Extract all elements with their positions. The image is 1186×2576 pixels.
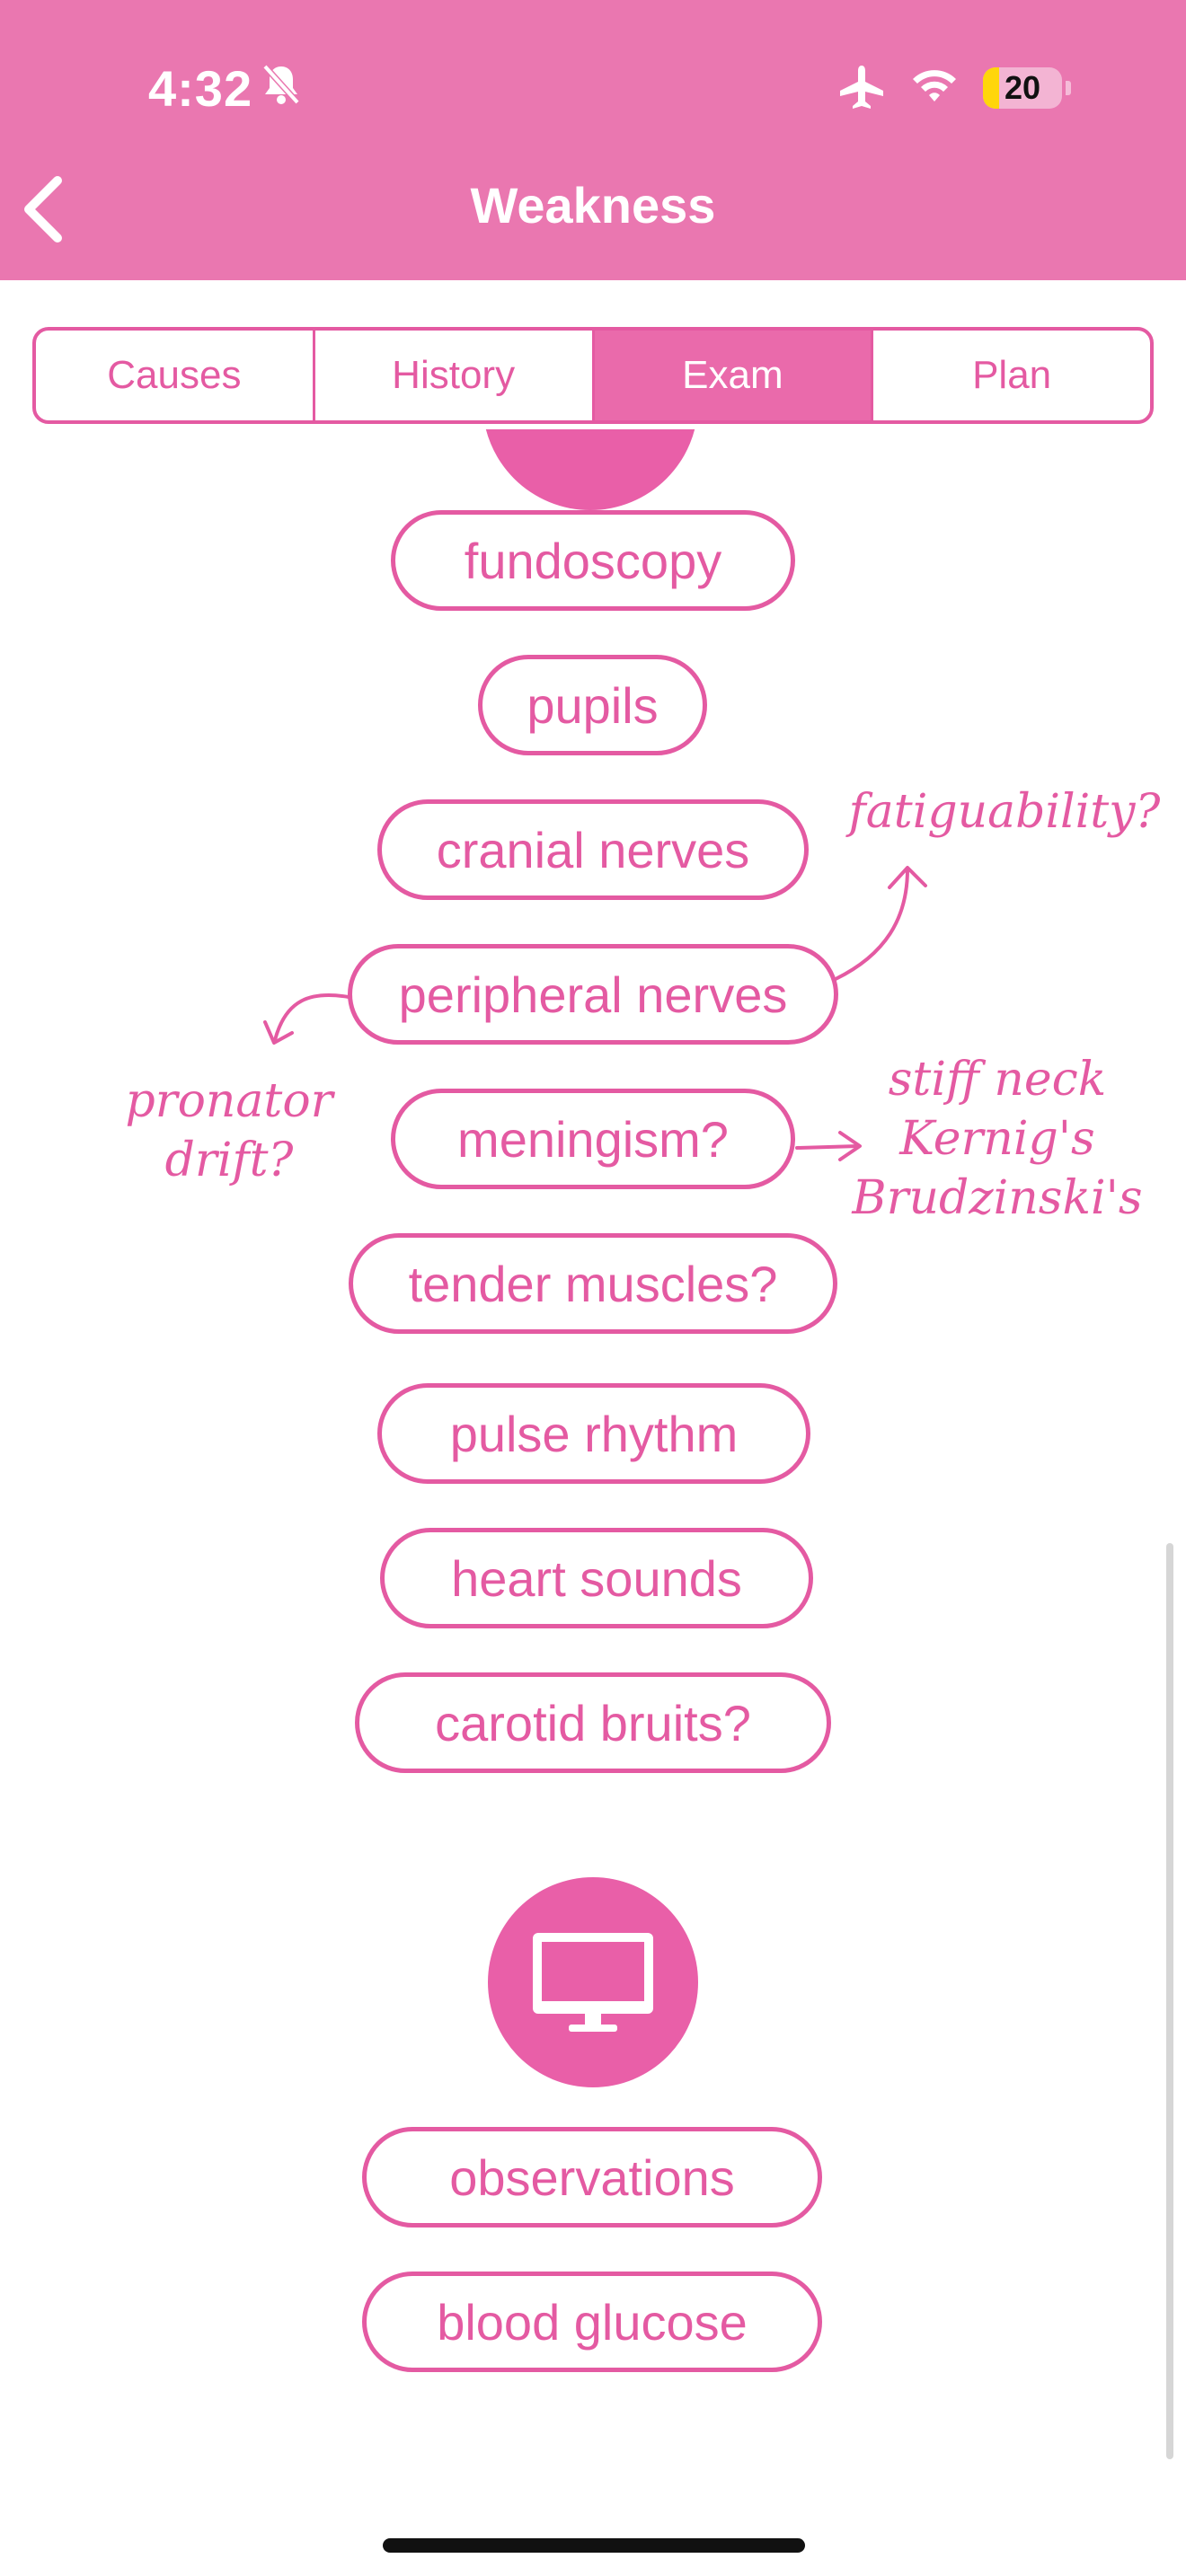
bell-muted-icon bbox=[261, 59, 301, 118]
exam-item-observations[interactable]: observations bbox=[362, 2127, 822, 2228]
exam-item-fundoscopy[interactable]: fundoscopy bbox=[391, 510, 795, 611]
exam-item-blood-glucose[interactable]: blood glucose bbox=[362, 2272, 822, 2372]
tab-exam[interactable]: Exam bbox=[594, 331, 874, 420]
header-bar: 4:32 20 bbox=[0, 0, 1186, 280]
exam-item-heart-sounds[interactable]: heart sounds bbox=[380, 1528, 813, 1628]
note-meningism-line3: Brudzinski's bbox=[852, 1171, 1143, 1225]
annotation-arrows bbox=[263, 866, 927, 1161]
note-meningism-line1: stiff neck bbox=[888, 1053, 1107, 1107]
chevron-left-icon bbox=[24, 176, 62, 243]
tab-causes[interactable]: Causes bbox=[36, 331, 315, 420]
battery-nub bbox=[1066, 81, 1071, 95]
battery-level-text: 20 bbox=[1004, 69, 1041, 106]
home-indicator[interactable] bbox=[383, 2538, 805, 2553]
wifi-icon bbox=[909, 66, 960, 110]
segmented-tabs: Causes History Exam Plan bbox=[32, 327, 1154, 424]
exam-item-cranial-nerves[interactable]: cranial nerves bbox=[377, 799, 809, 900]
arrow-fatiguability bbox=[834, 868, 909, 981]
tab-plan[interactable]: Plan bbox=[972, 353, 1052, 397]
arrow-pronator bbox=[273, 992, 350, 1042]
section-icon-circle bbox=[488, 1877, 698, 2087]
exam-item-tender-muscles[interactable]: tender muscles? bbox=[349, 1233, 837, 1334]
note-fatiguability: fatiguability? bbox=[848, 785, 1161, 839]
tab-history[interactable]: History bbox=[315, 331, 595, 420]
note-meningism-line2: Kernig's bbox=[899, 1112, 1095, 1166]
status-bar-left: 4:32 bbox=[148, 59, 301, 117]
note-pronator-line2: drift? bbox=[164, 1134, 294, 1187]
exam-item-meningism[interactable]: meningism? bbox=[391, 1089, 795, 1189]
battery-fill bbox=[983, 67, 999, 109]
status-time: 4:32 bbox=[148, 59, 253, 117]
exam-item-pupils[interactable]: pupils bbox=[478, 655, 707, 755]
scrollbar[interactable] bbox=[1166, 1543, 1173, 2459]
airplane-icon bbox=[837, 64, 886, 113]
status-bar-right: 20 bbox=[837, 59, 1071, 117]
exam-content[interactable]: fundoscopy pupils cranial nerves periphe… bbox=[0, 429, 1186, 2470]
arrow-meningism bbox=[795, 1144, 860, 1150]
battery-indicator: 20 bbox=[983, 67, 1062, 109]
back-button[interactable] bbox=[20, 169, 77, 250]
note-pronator-line1: pronator bbox=[125, 1074, 333, 1128]
exam-item-pulse-rhythm[interactable]: pulse rhythm bbox=[377, 1383, 810, 1484]
exam-item-peripheral-nerves[interactable]: peripheral nerves bbox=[348, 944, 838, 1045]
page-title: Weakness bbox=[470, 177, 716, 234]
exam-item-carotid-bruits[interactable]: carotid bruits? bbox=[355, 1672, 831, 1773]
monitor-icon bbox=[533, 1933, 653, 2032]
